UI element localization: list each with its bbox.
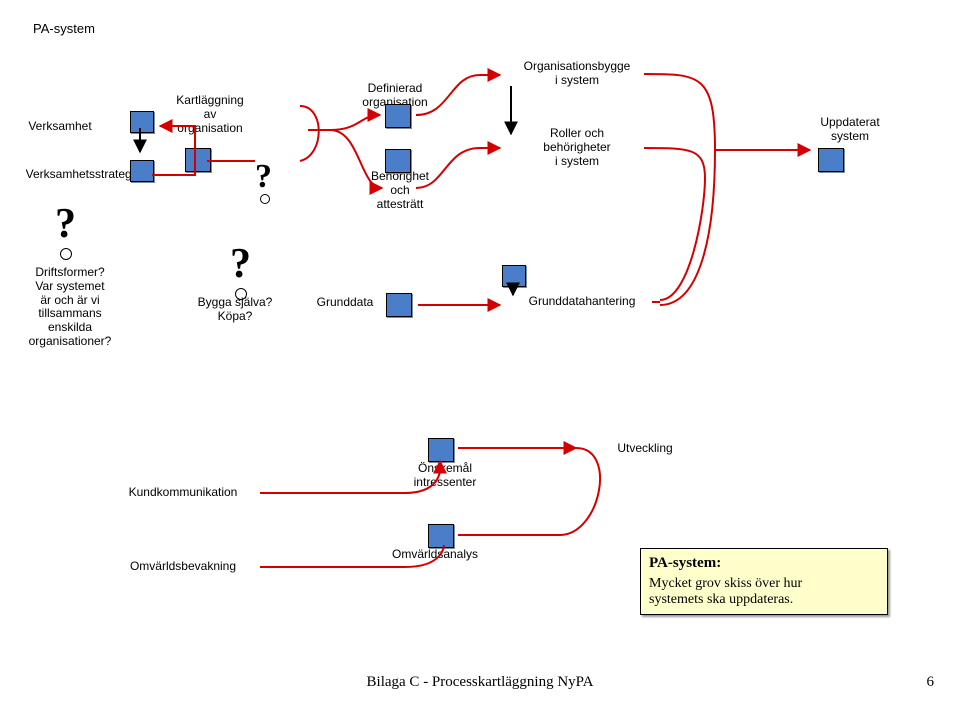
utveckling-pent: Utveckling xyxy=(576,432,720,466)
orgbygge-pent: Organisationsbygge i system xyxy=(498,56,662,92)
omvarldsanalys-label: Omvärldsanalys xyxy=(380,548,490,562)
q-drifts: ? xyxy=(55,210,76,239)
grunddata-node xyxy=(386,293,412,317)
grunddatahant-node xyxy=(502,265,526,287)
note-box: PA-system: Mycket grov skiss över hur sy… xyxy=(640,548,888,615)
q-drifts-bulb xyxy=(60,248,72,260)
roller-pent: Roller och behörigheter i system xyxy=(498,124,662,172)
omvarldsbev-label: Omvärldsbevakning xyxy=(130,560,236,574)
onskemal-node xyxy=(428,438,454,462)
grunddatahant-label: Grunddatahantering xyxy=(529,295,636,309)
utveckling-label: Utveckling xyxy=(617,442,672,456)
verksamhet-label: Verksamhet xyxy=(20,120,100,134)
kundkomm-pent: Kundkommunikation xyxy=(94,476,278,510)
q-middle-bulb xyxy=(260,194,270,204)
behorighet-node xyxy=(385,149,411,173)
diagram-canvas: PA-system Verksamhet Verksamhetsstrategi… xyxy=(0,0,960,701)
kundkomm-label: Kundkommunikation xyxy=(129,486,238,500)
q-middle: ? xyxy=(255,165,272,189)
grunddatahant-pent: Grunddatahantering xyxy=(498,284,672,320)
verkstrategi-node xyxy=(130,160,154,182)
definierad-node xyxy=(385,104,411,128)
title-label: PA-system xyxy=(33,21,95,36)
omvarldsbev-pent: Omvärldsbevakning xyxy=(94,550,278,584)
footer-caption: Bilaga C - Processkartläggning NyPA xyxy=(0,674,960,691)
note-title: PA-system: xyxy=(649,555,879,572)
uppdaterat-node xyxy=(818,148,844,172)
bygga-label: Bygga själva? Köpa? xyxy=(180,296,290,324)
onskemal-label: Önskemål intressenter xyxy=(400,462,490,490)
verkstrategi-label: Verksamhetsstrategi xyxy=(10,168,150,182)
title-box: PA-system xyxy=(14,10,114,46)
q-bygga: ? xyxy=(230,250,251,279)
grunddata-label: Grunddata xyxy=(305,296,385,310)
behorighet-label: Behörighet och attesträtt xyxy=(360,170,440,211)
kartlaggning-label: Kartläggning av organisation xyxy=(165,94,255,135)
omvarldsanalys-node xyxy=(428,524,454,548)
page-number: 6 xyxy=(927,674,935,691)
orgbygge-label: Organisationsbygge i system xyxy=(524,60,631,88)
verksamhet-node xyxy=(130,111,154,133)
note-body: Mycket grov skiss över hur systemets ska… xyxy=(649,576,879,608)
drifts-label: Driftsformer? Var systemet är och är vi … xyxy=(15,266,125,349)
kartlaggning-node xyxy=(185,148,211,172)
roller-label: Roller och behörigheter i system xyxy=(543,127,610,168)
uppdaterat-label: Uppdaterat system xyxy=(810,116,890,144)
